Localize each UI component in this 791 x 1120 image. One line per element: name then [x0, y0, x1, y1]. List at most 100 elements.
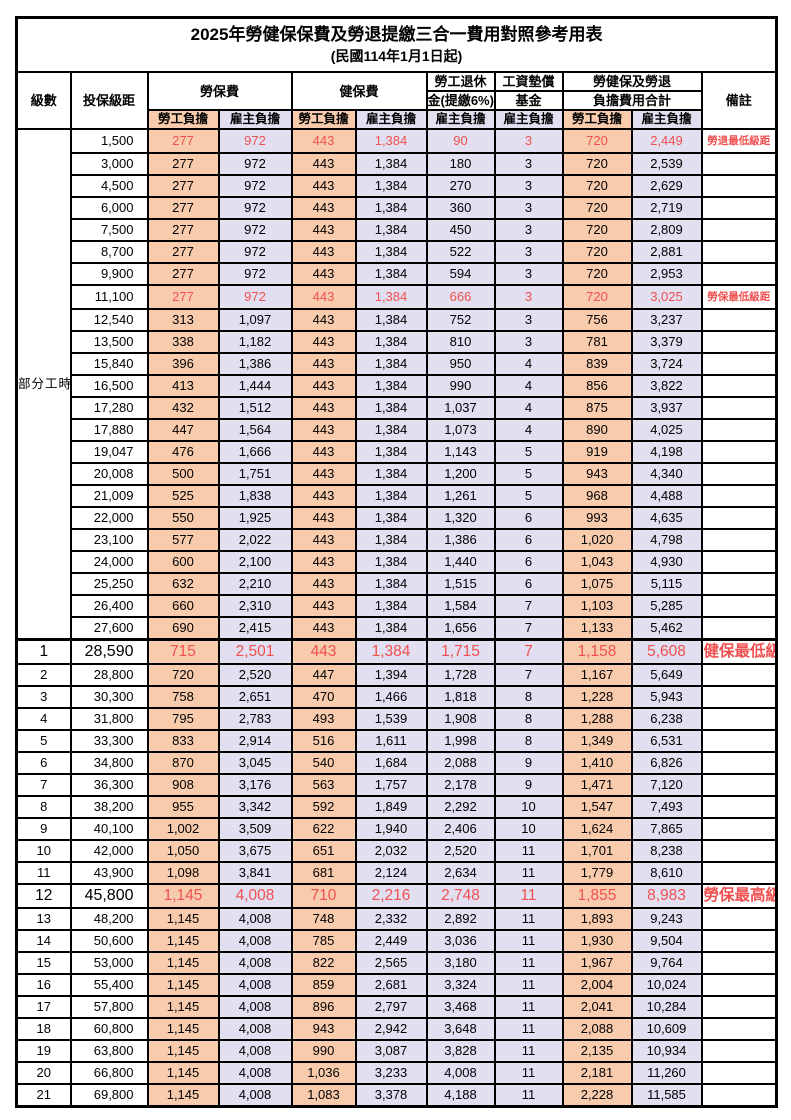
cell-health-employee: 859 [290, 973, 357, 998]
cell-fund-employer: 11 [493, 973, 564, 998]
cell-pension-employer: 2,406 [425, 817, 496, 842]
cell-labor-employee: 338 [146, 330, 220, 355]
cell-pension-employer: 2,748 [425, 883, 496, 910]
cell-labor-employee: 1,098 [146, 861, 220, 886]
cell-labor-employee: 795 [146, 707, 220, 732]
cell-labor-employee: 500 [146, 462, 220, 487]
cell-labor-employee: 1,145 [146, 973, 220, 998]
cell-bracket: 25,250 [69, 572, 149, 597]
cell-total-employee: 890 [561, 418, 633, 443]
col-header-fund-employer: 雇主負擔 [493, 109, 564, 131]
cell-health-employer: 1,384 [354, 330, 428, 355]
cell-fund-employer: 11 [493, 883, 564, 910]
cell-labor-employee: 690 [146, 616, 220, 641]
col-header-labor-employer: 雇主負擔 [217, 109, 293, 131]
cell-level: 10 [15, 839, 72, 864]
cell-total-employer: 5,285 [630, 594, 703, 619]
table-row: 20 66,800 1,145 4,008 1,036 3,233 4,008 … [15, 1061, 778, 1086]
cell-fund-employer: 5 [493, 462, 564, 487]
table-row: 4,500 277 972 443 1,384 270 3 720 2,629 [17, 174, 778, 199]
cell-fund-employer: 3 [493, 128, 564, 155]
cell-level: 5 [15, 729, 72, 754]
cell-fund-employer: 4 [493, 352, 564, 377]
cell-total-employer: 9,764 [630, 951, 703, 976]
cell-labor-employer: 1,925 [217, 506, 293, 531]
table-row: 21,009 525 1,838 443 1,384 1,261 5 968 4… [17, 484, 778, 509]
cell-bracket: 17,880 [69, 418, 149, 443]
cell-remark [700, 817, 778, 842]
cell-health-employee: 493 [290, 707, 357, 732]
table-row: 17,280 432 1,512 443 1,384 1,037 4 875 3… [17, 396, 778, 421]
header-row-1: 級數 投保級距 勞保費 健保費 勞工退休 工資墊償 勞健保及勞退 備註 [15, 71, 778, 131]
cell-bracket: 16,500 [69, 374, 149, 399]
cell-labor-employee: 1,145 [146, 1061, 220, 1086]
col-header-level: 級數 [15, 71, 72, 131]
cell-bracket: 63,800 [69, 1039, 149, 1064]
cell-bracket: 53,000 [69, 951, 149, 976]
cell-remark: 勞保最低級距 [700, 284, 778, 311]
cell-bracket: 12,540 [69, 308, 149, 333]
cell-fund-employer: 11 [493, 1083, 564, 1108]
table-row: 13,500 338 1,182 443 1,384 810 3 781 3,3… [17, 330, 778, 355]
cell-health-employer: 1,384 [354, 374, 428, 399]
cell-pension-employer: 360 [425, 196, 496, 221]
cell-bracket: 34,800 [69, 751, 149, 776]
cell-labor-employee: 870 [146, 751, 220, 776]
cell-labor-employee: 660 [146, 594, 220, 619]
cell-total-employee: 2,004 [561, 973, 633, 998]
cell-health-employee: 943 [290, 1017, 357, 1042]
cell-pension-employer: 752 [425, 308, 496, 333]
cell-remark [700, 174, 778, 199]
cell-labor-employer: 972 [217, 152, 293, 177]
cell-remark [700, 196, 778, 221]
table-row: 19 63,800 1,145 4,008 990 3,087 3,828 11… [15, 1039, 778, 1064]
cell-total-employer: 10,934 [630, 1039, 703, 1064]
cell-labor-employee: 313 [146, 308, 220, 333]
cell-labor-employer: 1,097 [217, 308, 293, 333]
cell-labor-employer: 1,444 [217, 374, 293, 399]
cell-fund-employer: 5 [493, 484, 564, 509]
cell-labor-employer: 4,008 [217, 1017, 293, 1042]
cell-total-employee: 2,135 [561, 1039, 633, 1064]
cell-health-employee: 540 [290, 751, 357, 776]
cell-labor-employee: 1,145 [146, 883, 220, 910]
cell-total-employer: 5,462 [630, 616, 703, 641]
cell-health-employee: 563 [290, 773, 357, 798]
cell-remark [700, 218, 778, 243]
cell-health-employer: 1,384 [354, 616, 428, 641]
table-row: 16,500 413 1,444 443 1,384 990 4 856 3,8… [17, 374, 778, 399]
table-row: 17,880 447 1,564 443 1,384 1,073 4 890 4… [17, 418, 778, 443]
cell-remark [700, 1039, 778, 1064]
premium-reference-table: 2025年勞健保保費及勞退提繳三合一費用對照參考用表 (民國114年1月1日起)… [15, 16, 779, 1109]
cell-pension-employer: 522 [425, 240, 496, 265]
cell-total-employer: 3,937 [630, 396, 703, 421]
cell-total-employee: 919 [561, 440, 633, 465]
cell-pension-employer: 4,008 [425, 1061, 496, 1086]
cell-total-employee: 2,181 [561, 1061, 633, 1086]
cell-pension-employer: 1,261 [425, 484, 496, 509]
cell-remark [700, 907, 778, 932]
cell-fund-employer: 3 [493, 284, 564, 311]
cell-remark [700, 795, 778, 820]
cell-health-employer: 1,384 [354, 506, 428, 531]
cell-health-employee: 443 [290, 374, 357, 399]
cell-total-employee: 720 [561, 240, 633, 265]
table-row: 5 33,300 833 2,914 516 1,611 1,998 8 1,3… [15, 729, 778, 754]
cell-labor-employee: 758 [146, 685, 220, 710]
cell-bracket: 38,200 [69, 795, 149, 820]
cell-total-employer: 5,608 [630, 638, 703, 666]
cell-total-employee: 1,020 [561, 528, 633, 553]
cell-fund-employer: 11 [493, 1061, 564, 1086]
cell-pension-employer: 3,324 [425, 973, 496, 998]
cell-total-employee: 1,228 [561, 685, 633, 710]
cell-fund-employer: 3 [493, 308, 564, 333]
cell-labor-employee: 1,050 [146, 839, 220, 864]
cell-labor-employee: 1,145 [146, 929, 220, 954]
cell-health-employer: 1,384 [354, 396, 428, 421]
cell-labor-employer: 3,841 [217, 861, 293, 886]
table-row: 8,700 277 972 443 1,384 522 3 720 2,881 [17, 240, 778, 265]
cell-bracket: 40,100 [69, 817, 149, 842]
cell-pension-employer: 1,584 [425, 594, 496, 619]
cell-labor-employer: 972 [217, 174, 293, 199]
cell-pension-employer: 1,728 [425, 663, 496, 688]
